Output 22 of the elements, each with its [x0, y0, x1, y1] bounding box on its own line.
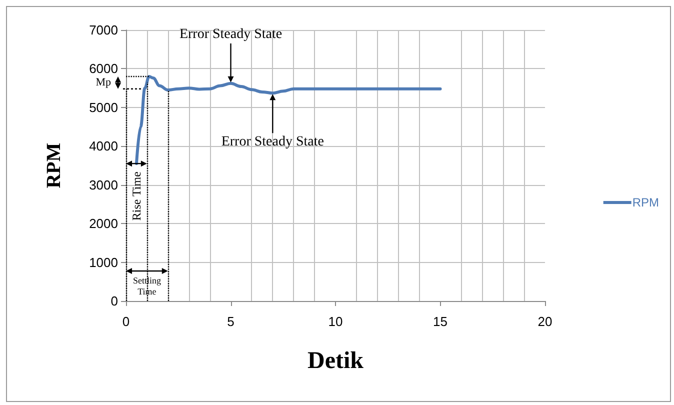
annotation: Error Steady State [179, 26, 282, 42]
y-tick-label: 5000 [89, 100, 118, 115]
x-tick-label: 15 [433, 314, 448, 329]
x-axis-title: Detik [308, 348, 364, 374]
ref-line-label: Settling Time [132, 276, 162, 296]
ref-line-label: Rise Time [129, 172, 144, 221]
y-tick-label: 7000 [89, 22, 118, 38]
y-tick-label: 2000 [89, 216, 118, 232]
y-tick-label: 3000 [89, 177, 118, 192]
text: RPM [632, 196, 660, 210]
x-tick-label: 20 [538, 314, 552, 329]
line-series [134, 74, 442, 166]
y-tick-label: 0 [110, 294, 118, 308]
y-axis-title: RPM [43, 142, 65, 188]
annotation: Error Steady State [221, 134, 324, 150]
y-tick-label: 4000 [89, 138, 118, 154]
x-tick-label: 5 [227, 314, 234, 329]
y-tick-label: 6000 [89, 61, 118, 76]
y-tick-label: 1000 [89, 254, 118, 270]
x-tick-label: 0 [122, 314, 130, 329]
ref-line-label: Mp [96, 76, 112, 89]
x-tick-label: 10 [328, 314, 343, 329]
